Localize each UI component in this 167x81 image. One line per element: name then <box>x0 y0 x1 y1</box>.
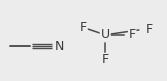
Text: F: F <box>145 23 152 36</box>
Text: F: F <box>102 53 109 66</box>
Text: F: F <box>129 28 136 41</box>
Text: U: U <box>101 28 110 41</box>
Text: F: F <box>80 21 87 34</box>
Text: N: N <box>55 40 64 53</box>
